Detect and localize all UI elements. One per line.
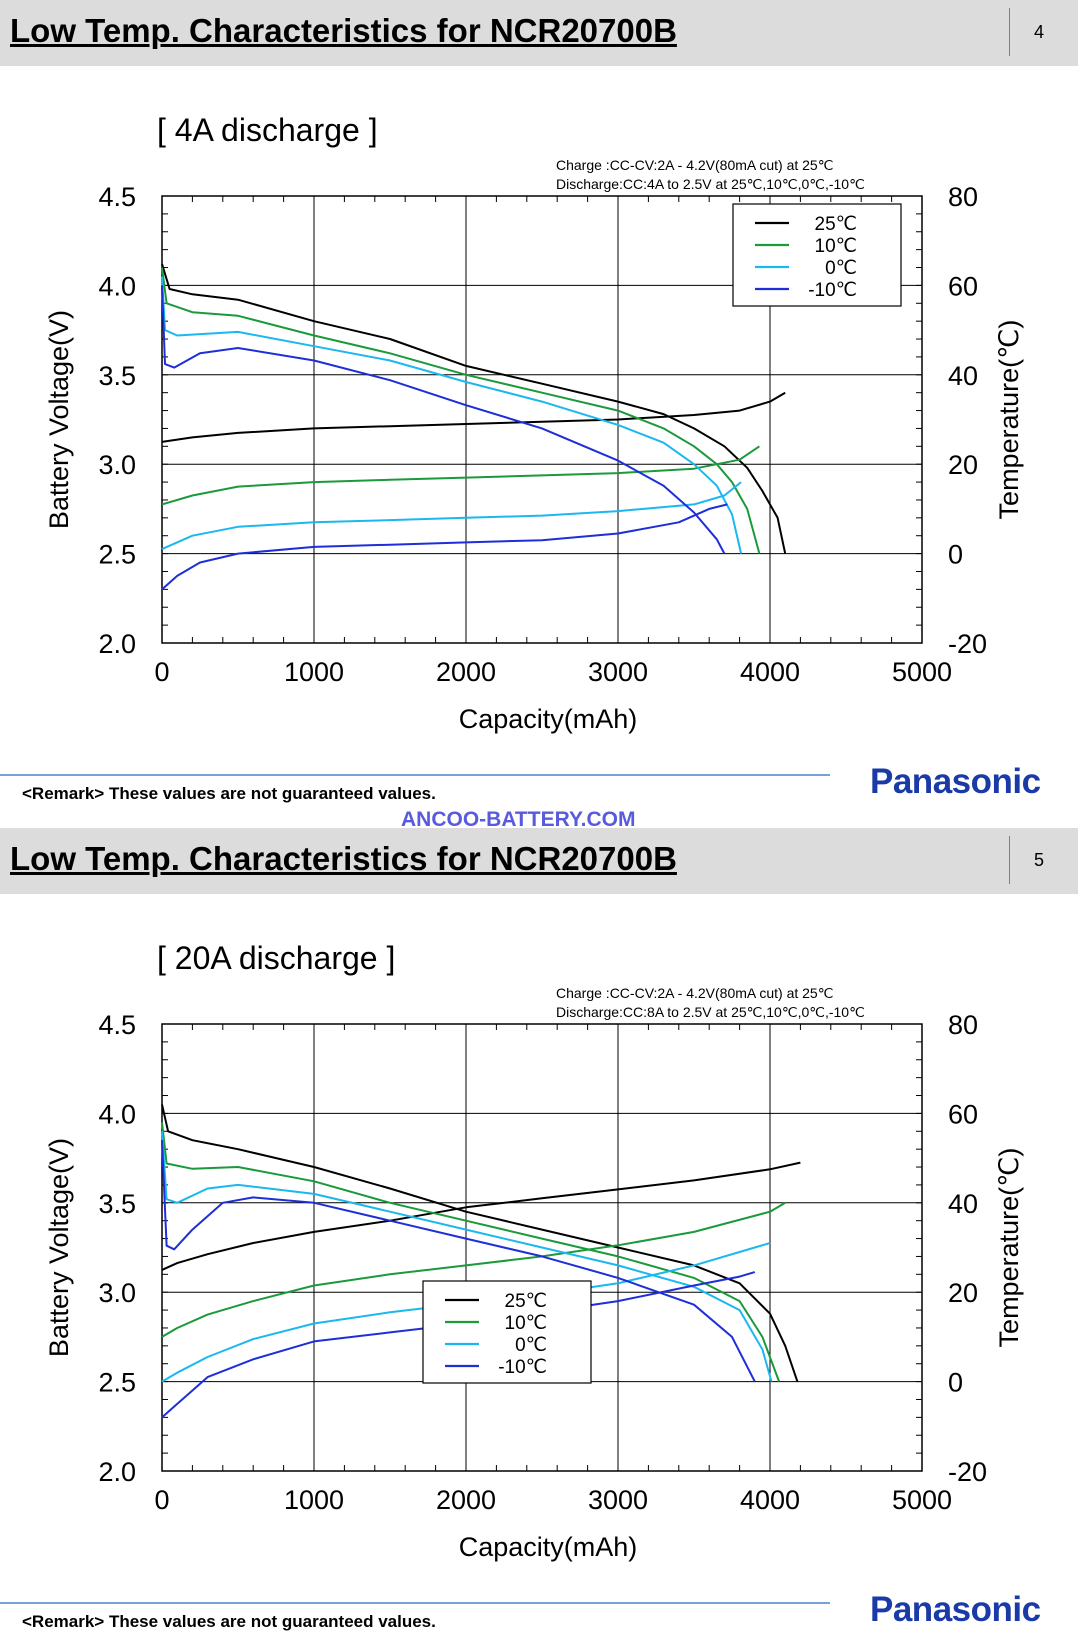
legend-label: 25℃	[505, 1291, 547, 1312]
voltage-line-series	[161, 1104, 799, 1382]
temperature-line-series	[161, 1161, 801, 1271]
y2-tick-label: 0	[948, 540, 963, 570]
panasonic-logo: Panasonic	[870, 1590, 1041, 1629]
y-tick-label: 2.0	[98, 1457, 136, 1487]
x-tick-label: 0	[154, 657, 169, 687]
legend-label: -10℃	[808, 280, 857, 301]
panasonic-logo: Panasonic	[870, 762, 1041, 801]
y2-tick-label: 0	[948, 1368, 963, 1398]
y2-tick-label: 60	[948, 1099, 978, 1129]
temperature-line-series	[161, 391, 786, 443]
remark-text: <Remark> These values are not guaranteed…	[22, 1612, 436, 1631]
slide-page-5: Low Temp. Characteristics for NCR20700B …	[0, 828, 1078, 1640]
slide-page-4: Low Temp. Characteristics for NCR20700B …	[0, 0, 1078, 812]
y-tick-label: 2.5	[98, 1368, 136, 1398]
temperature-line-series	[161, 445, 760, 506]
voltage-line-series	[161, 285, 726, 555]
temperature-line-series	[161, 481, 742, 551]
temperature-line-series	[161, 503, 728, 591]
test-condition-note: Discharge:CC:8A to 2.5V at 25℃,10℃,0℃,-1…	[556, 1004, 865, 1020]
footer-rule	[0, 774, 830, 776]
legend-label: -10℃	[498, 1357, 547, 1378]
y-tick-label: 3.0	[98, 450, 136, 480]
slide-header: Low Temp. Characteristics for NCR20700B …	[0, 828, 1078, 894]
y-tick-label: 4.0	[98, 1099, 136, 1129]
y2-tick-label: 40	[948, 361, 978, 391]
slide-title: Low Temp. Characteristics for NCR20700B	[10, 840, 677, 877]
y-axis-label: Battery Voltage(V)	[44, 1138, 74, 1357]
watermark-text: ANCOO-BATTERY.COM	[401, 808, 636, 831]
y2-tick-label: -20	[948, 629, 987, 659]
slide-title: Low Temp. Characteristics for NCR20700B	[10, 12, 677, 49]
x-tick-label: 2000	[436, 657, 496, 687]
x-tick-label: 4000	[740, 1485, 800, 1515]
voltage-line-series	[161, 276, 743, 554]
temperature-line-series	[161, 1201, 786, 1338]
test-condition-note: Charge :CC-CV:2A - 4.2V(80mA cut) at 25℃	[556, 985, 833, 1001]
x-tick-label: 5000	[892, 657, 952, 687]
x-tick-label: 3000	[588, 1485, 648, 1515]
header-divider	[1009, 836, 1010, 884]
chart-title: [ 4A discharge ]	[157, 112, 378, 148]
legend-label: 10℃	[505, 1313, 547, 1334]
discharge-chart-20a: [ 20A discharge ] Charge :CC-CV:2A - 4.2V…	[44, 940, 1024, 1562]
y2-axis-label: Temperature(℃)	[994, 1148, 1024, 1348]
x-axis-label: Capacity(mAh)	[459, 704, 638, 734]
x-tick-label: 3000	[588, 657, 648, 687]
legend-label: 25℃	[815, 214, 857, 235]
header-divider	[1009, 8, 1010, 56]
y2-tick-label: 20	[948, 1278, 978, 1308]
x-tick-label: 1000	[284, 657, 344, 687]
y2-tick-label: 80	[948, 182, 978, 212]
y-tick-label: 3.0	[98, 1278, 136, 1308]
y-tick-label: 3.5	[98, 1189, 136, 1219]
y2-tick-label: 20	[948, 450, 978, 480]
legend-label: 0℃	[825, 258, 857, 279]
discharge-chart-4a: [ 4A discharge ] Charge :CC-CV:2A - 4.2V(…	[44, 112, 1024, 734]
y-tick-label: 4.0	[98, 271, 136, 301]
x-axis-label: Capacity(mAh)	[459, 1532, 638, 1562]
x-tick-label: 5000	[892, 1485, 952, 1515]
x-tick-label: 2000	[436, 1485, 496, 1515]
plot-frame	[161, 195, 923, 644]
chart-title: [ 20A discharge ]	[157, 940, 395, 976]
plot-frame	[161, 1023, 923, 1472]
remark-text: <Remark> These values are not guaranteed…	[22, 784, 436, 803]
y2-tick-label: 80	[948, 1010, 978, 1040]
voltage-line-series	[161, 1140, 756, 1383]
x-tick-label: 0	[154, 1485, 169, 1515]
test-condition-note: Charge :CC-CV:2A - 4.2V(80mA cut) at 25℃	[556, 157, 833, 173]
y-tick-label: 2.5	[98, 540, 136, 570]
y2-tick-label: 60	[948, 271, 978, 301]
slide-header: Low Temp. Characteristics for NCR20700B …	[0, 0, 1078, 66]
x-tick-label: 4000	[740, 657, 800, 687]
test-condition-note: Discharge:CC:4A to 2.5V at 25℃,10℃,0℃,-1…	[556, 176, 865, 192]
voltage-line-series	[161, 267, 761, 554]
voltage-line-series	[161, 1131, 773, 1382]
y-tick-label: 4.5	[98, 1010, 136, 1040]
page-number: 4	[1034, 22, 1045, 42]
voltage-line-series	[161, 1122, 781, 1382]
x-tick-label: 1000	[284, 1485, 344, 1515]
legend-label: 0℃	[515, 1335, 547, 1356]
y-tick-label: 2.0	[98, 629, 136, 659]
legend-label: 10℃	[815, 236, 857, 257]
y2-tick-label: -20	[948, 1457, 987, 1487]
page-number: 5	[1034, 850, 1045, 870]
y2-tick-label: 40	[948, 1189, 978, 1219]
y-tick-label: 4.5	[98, 182, 136, 212]
footer-rule	[0, 1602, 830, 1604]
y-axis-label: Battery Voltage(V)	[44, 310, 74, 529]
y2-axis-label: Temperature(℃)	[994, 320, 1024, 520]
voltage-line-series	[161, 263, 787, 554]
y-tick-label: 3.5	[98, 361, 136, 391]
